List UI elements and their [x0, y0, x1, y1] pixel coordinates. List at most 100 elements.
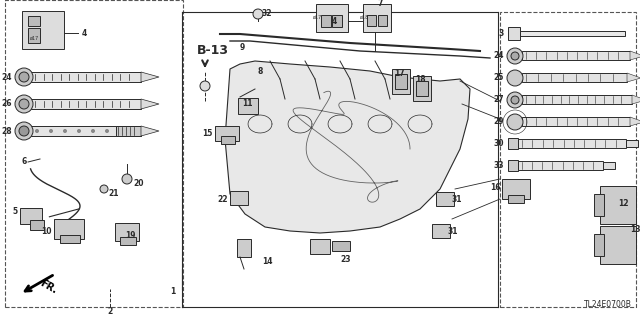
Text: 6: 6 [22, 158, 28, 167]
Bar [416, 81, 428, 96]
Bar [518, 139, 626, 148]
Text: 8: 8 [258, 68, 264, 77]
Text: 33: 33 [493, 161, 504, 170]
Text: 9: 9 [240, 42, 245, 51]
Bar [30, 220, 44, 230]
Bar [28, 28, 40, 43]
Text: FR.: FR. [38, 278, 58, 296]
Circle shape [15, 95, 33, 113]
Text: 7: 7 [378, 0, 383, 9]
Circle shape [77, 130, 81, 132]
Bar [594, 194, 604, 216]
Bar [413, 76, 431, 101]
Bar [520, 31, 625, 36]
Circle shape [511, 96, 519, 104]
Bar [522, 117, 630, 126]
Text: 17: 17 [394, 69, 404, 78]
Bar [230, 191, 248, 205]
Circle shape [106, 130, 109, 132]
Polygon shape [630, 51, 640, 60]
Bar [626, 140, 638, 147]
Text: 31: 31 [448, 226, 458, 235]
Circle shape [35, 130, 38, 132]
Text: 30: 30 [493, 139, 504, 149]
Text: B-13: B-13 [197, 44, 229, 57]
Bar [395, 74, 407, 89]
Bar [508, 160, 518, 171]
Text: 1: 1 [170, 287, 175, 296]
Bar [522, 73, 627, 82]
Bar [603, 162, 615, 169]
Text: ø17: ø17 [312, 14, 322, 19]
Text: 11: 11 [242, 100, 253, 108]
Circle shape [19, 126, 29, 136]
Bar [332, 15, 342, 27]
Circle shape [253, 9, 263, 19]
Bar [594, 234, 604, 256]
Bar [600, 226, 636, 264]
Text: 22: 22 [218, 195, 228, 204]
Bar [116, 126, 141, 136]
Text: 28: 28 [1, 127, 12, 136]
Text: ø17: ø17 [29, 35, 38, 41]
Bar [508, 138, 518, 149]
Circle shape [19, 72, 29, 82]
Circle shape [15, 68, 33, 86]
Bar [22, 11, 64, 49]
Bar [508, 27, 520, 40]
Circle shape [507, 48, 523, 64]
Polygon shape [141, 99, 159, 109]
Circle shape [511, 52, 519, 60]
Bar [436, 192, 454, 206]
Text: 23: 23 [340, 255, 351, 263]
Bar [392, 69, 410, 94]
Text: 12: 12 [618, 199, 628, 209]
Circle shape [100, 185, 108, 193]
Circle shape [507, 92, 523, 108]
Circle shape [19, 99, 29, 109]
Circle shape [507, 70, 523, 86]
Bar [215, 126, 239, 141]
Bar [321, 15, 331, 27]
Bar [518, 161, 603, 170]
Text: 4: 4 [332, 17, 337, 26]
Bar [237, 239, 251, 257]
Bar [508, 195, 524, 203]
Circle shape [63, 130, 67, 132]
Circle shape [122, 174, 132, 184]
Text: 2: 2 [108, 307, 113, 315]
Text: 13: 13 [630, 225, 640, 234]
Polygon shape [627, 73, 640, 82]
Circle shape [200, 81, 210, 91]
Text: 5: 5 [13, 206, 18, 216]
Text: 18: 18 [415, 76, 426, 85]
Bar [316, 4, 348, 32]
Text: 25: 25 [493, 73, 504, 83]
Bar [115, 223, 139, 241]
Bar [20, 208, 42, 224]
Bar [221, 136, 235, 144]
Text: TL24E0700B: TL24E0700B [584, 300, 632, 309]
Bar [502, 179, 530, 199]
Text: 29: 29 [493, 117, 504, 127]
Polygon shape [141, 72, 159, 82]
Bar [378, 15, 387, 26]
Text: 16: 16 [490, 183, 501, 192]
Text: 26: 26 [1, 100, 12, 108]
Text: 24: 24 [1, 72, 12, 81]
Bar [238, 98, 258, 114]
Bar [28, 16, 40, 26]
Text: 14: 14 [262, 256, 273, 265]
Bar [363, 4, 391, 32]
Bar [600, 186, 636, 224]
Text: 10: 10 [42, 226, 52, 235]
Text: 15: 15 [203, 130, 213, 138]
Bar [522, 51, 630, 60]
Text: 19: 19 [125, 231, 136, 240]
Bar [500, 12, 636, 307]
Text: ø18: ø18 [360, 14, 369, 19]
Bar [5, 0, 183, 307]
Circle shape [507, 114, 523, 130]
Polygon shape [632, 95, 640, 104]
Bar [120, 237, 136, 245]
